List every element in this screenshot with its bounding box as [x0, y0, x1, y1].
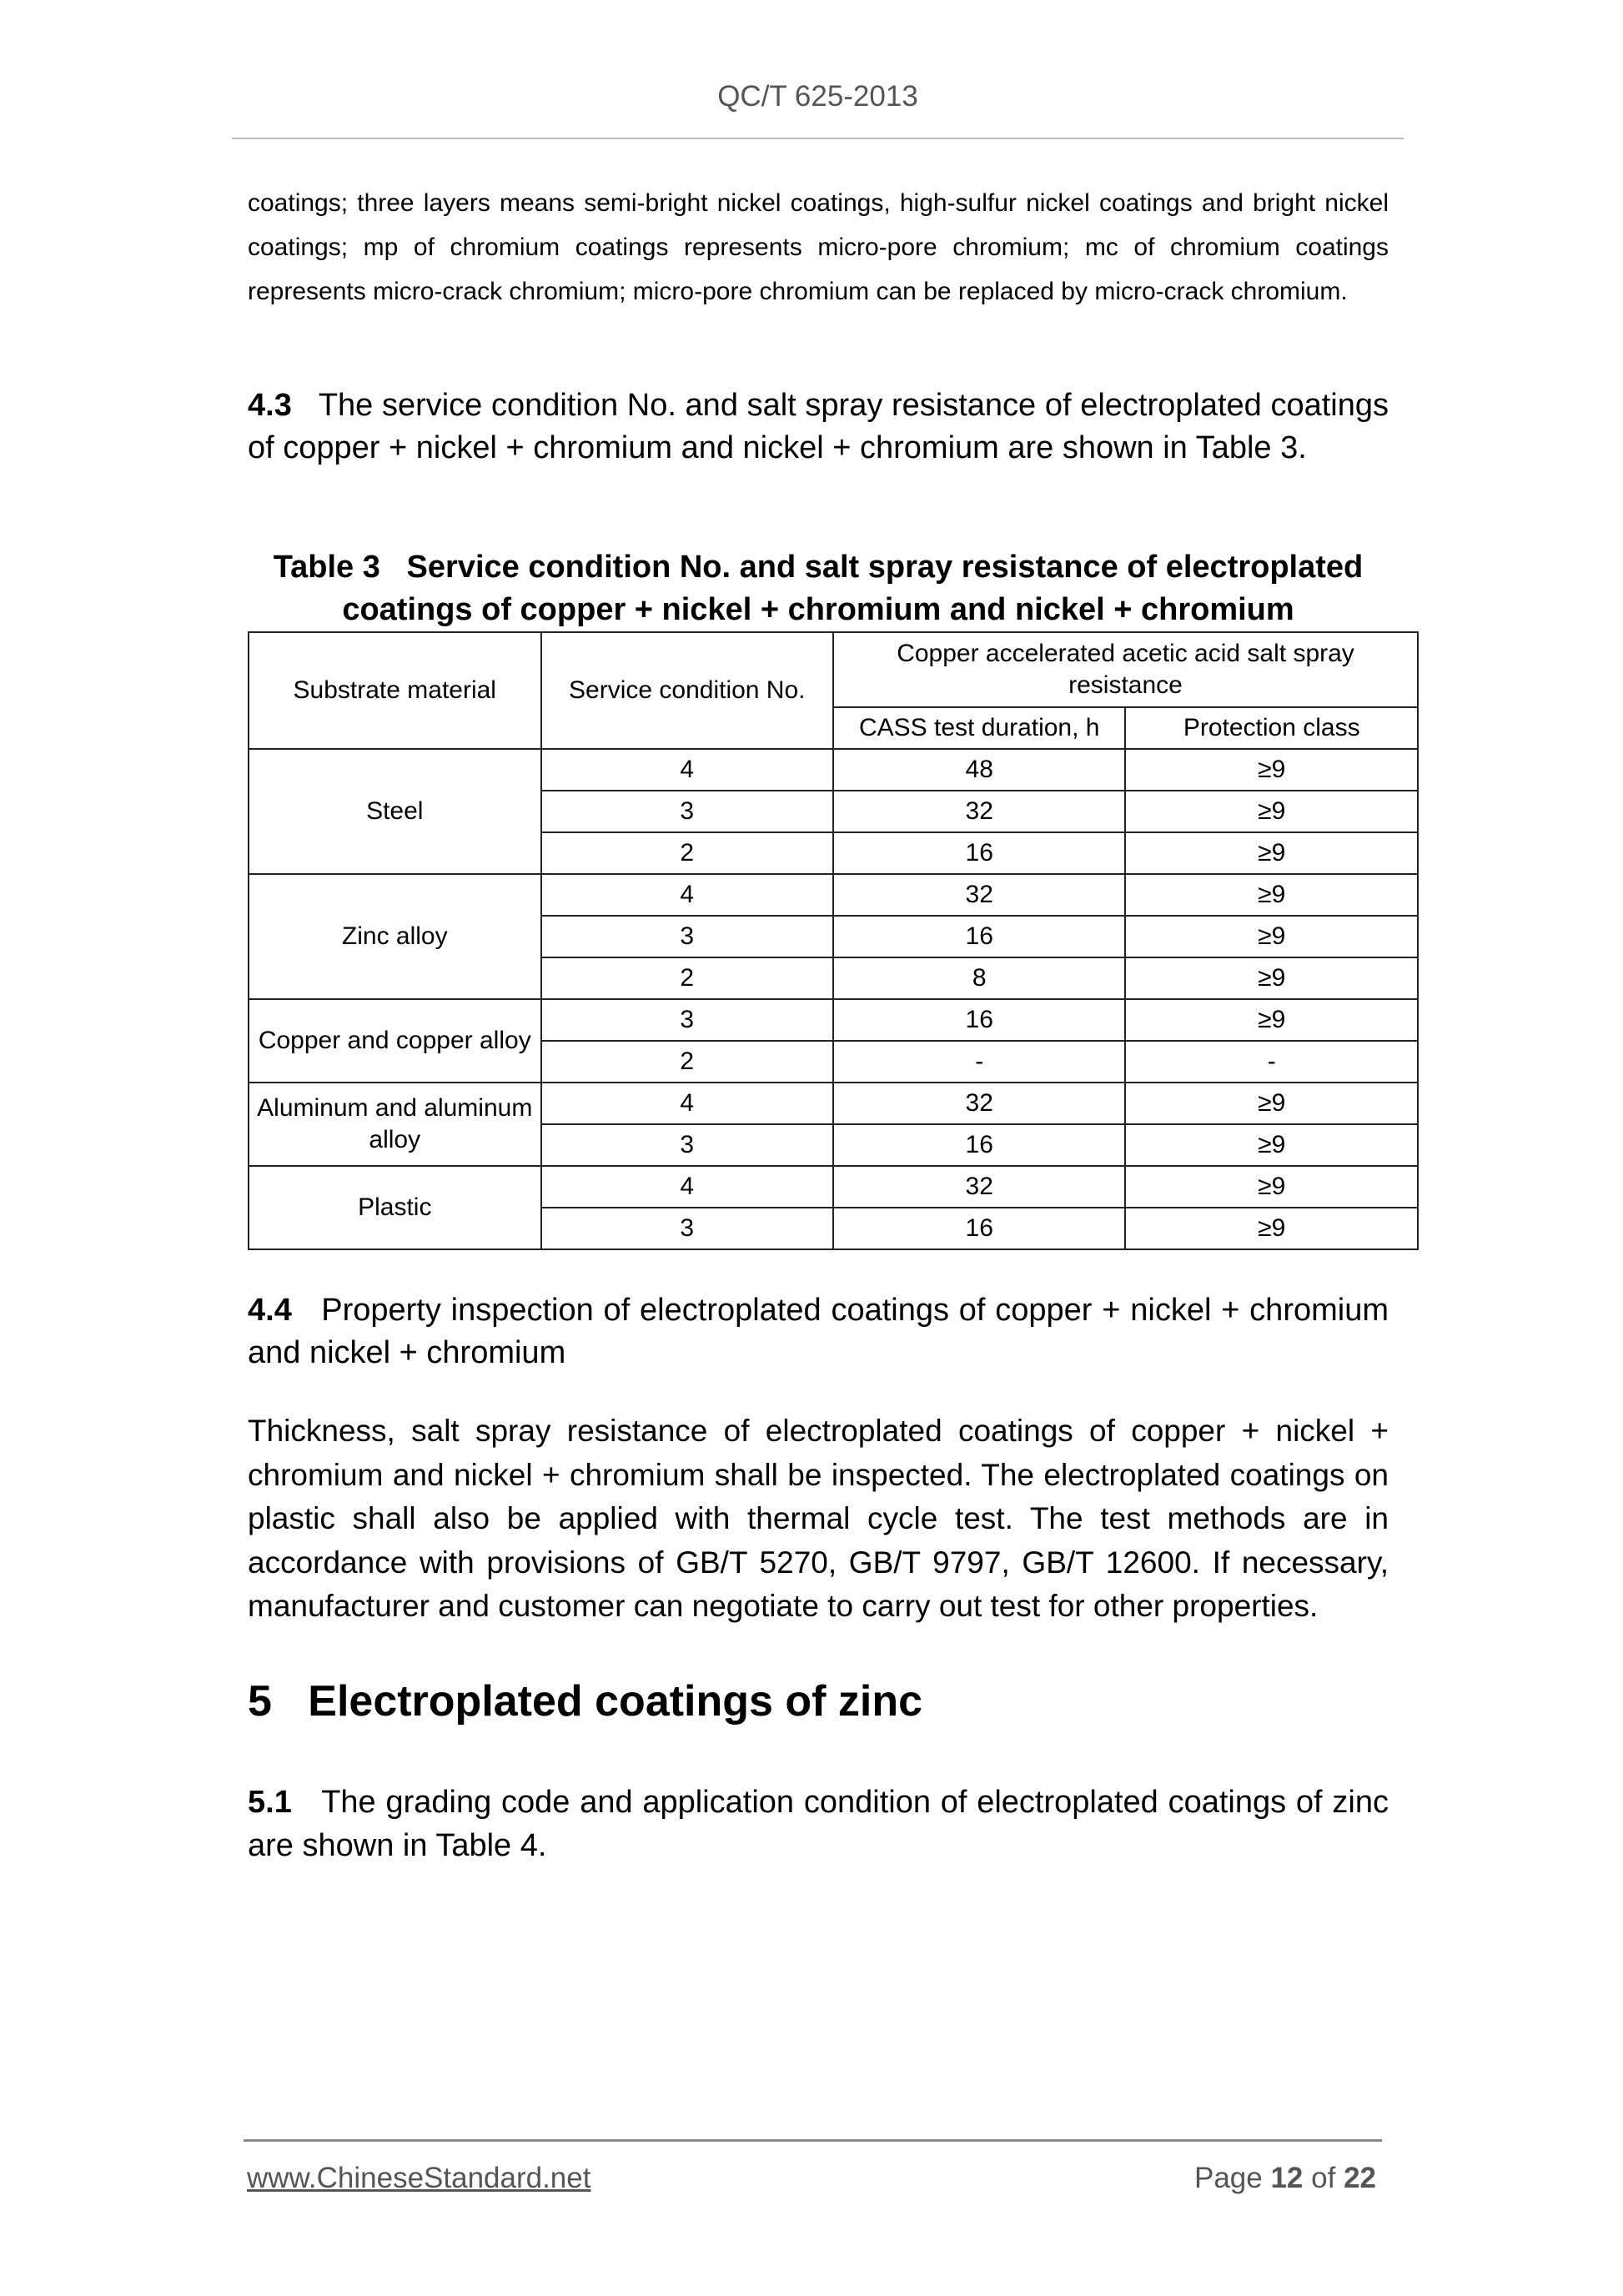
table-caption: Table 3 Service condition No. and salt s…: [248, 546, 1389, 631]
service-condition-cell: 2: [540, 957, 835, 1000]
table-row: Aluminum and aluminum alloy 4 32 ≥9: [248, 1082, 1419, 1167]
heading-text: Electroplated coatings of zinc: [308, 1677, 923, 1726]
intro-paragraph: coatings; three layers means semi-bright…: [248, 189, 1389, 305]
cass-duration-cell: 32: [832, 873, 1127, 917]
service-condition-cell: 3: [540, 998, 835, 1042]
cass-duration-cell: 32: [832, 1082, 1127, 1125]
section-text: The service condition No. and salt spray…: [248, 388, 1389, 465]
section-text: Property inspection of electroplated coa…: [248, 1293, 1389, 1370]
table-subheader-row: CASS test duration, h Protection class: [249, 706, 1419, 750]
table-row: 3 32 ≥9: [249, 790, 1419, 833]
cass-duration-cell: 32: [832, 1165, 1127, 1208]
table-row: Zinc alloy 4 32 ≥9: [248, 873, 1419, 1000]
document-code-header: QC/T 625-2013: [717, 80, 918, 113]
substrate-cell: Steel: [248, 748, 542, 875]
cass-duration-cell: 16: [832, 998, 1127, 1042]
cass-duration-cell: 16: [832, 1123, 1127, 1167]
service-condition-cell: 2: [540, 831, 835, 875]
table-row: Steel 4 48 ≥9: [248, 748, 1419, 875]
header-divider: [232, 138, 1404, 139]
protection-class-cell: ≥9: [1124, 1082, 1419, 1125]
service-condition-cell: 4: [540, 1082, 835, 1125]
section-4-4-body: Thickness, salt spray resistance of elec…: [248, 1414, 1389, 1623]
cass-duration-cell: -: [832, 1040, 1127, 1083]
heading-number: 5: [248, 1677, 272, 1726]
section-number: 4.3: [248, 388, 292, 423]
header-substrate: Substrate material: [248, 631, 542, 750]
service-condition-cell: 4: [540, 748, 835, 791]
footer-divider: [244, 2139, 1382, 2142]
page-of: of: [1311, 2162, 1336, 2194]
table-title: Service condition No. and salt spray res…: [342, 550, 1364, 627]
section-text: The grading code and application conditi…: [248, 1785, 1389, 1863]
service-condition-cell: 4: [540, 873, 835, 917]
header-cass-duration: CASS test duration, h: [832, 706, 1127, 750]
service-condition-cell: 3: [540, 915, 835, 958]
protection-class-cell: ≥9: [1124, 831, 1419, 875]
table-row: Plastic 4 32 ≥9: [248, 1165, 1419, 1250]
protection-class-cell: ≥9: [1124, 998, 1419, 1042]
section-number: 4.4: [248, 1293, 292, 1328]
header-protection-class: Protection class: [1124, 706, 1419, 750]
page-label: Page: [1193, 2162, 1263, 2194]
header-cass-group: Copper accelerated acetic acid salt spra…: [832, 631, 1419, 708]
cass-duration-cell: 32: [832, 790, 1127, 833]
table-row: 2--: [249, 1040, 1419, 1083]
substrate-cell: Aluminum and aluminum alloy: [248, 1082, 542, 1167]
protection-class-cell: ≥9: [1124, 873, 1419, 917]
cass-duration-cell: 8: [832, 957, 1127, 1000]
section-4-4: 4.4 Property inspection of electroplated…: [248, 1289, 1389, 1374]
service-condition-cell: 3: [540, 790, 835, 833]
protection-class-cell: ≥9: [1124, 1165, 1419, 1208]
table-row: 3 16 ≥9: [249, 1207, 1419, 1250]
table-row: 3 16 ≥9: [249, 1123, 1419, 1167]
service-condition-cell: 4: [540, 1165, 835, 1208]
protection-class-cell: ≥9: [1124, 915, 1419, 958]
page-number: 12: [1270, 2162, 1304, 2194]
table-row: 2 8 ≥9: [249, 957, 1419, 1000]
protection-class-cell: ≥9: [1124, 1207, 1419, 1250]
substrate-cell: Plastic: [248, 1165, 542, 1250]
table-header-row: Substrate material Service condition No.…: [248, 631, 1419, 750]
service-condition-cell: 2: [540, 1040, 835, 1083]
table-row: Copper and copper alloy 3 16 ≥9: [248, 998, 1419, 1083]
page-indicator: Page 12 of 22: [1194, 2162, 1376, 2195]
service-condition-cell: 3: [540, 1123, 835, 1167]
header-service-condition: Service condition No.: [540, 631, 835, 750]
cass-duration-cell: 16: [832, 1207, 1127, 1250]
service-condition-cell: 3: [540, 1207, 835, 1250]
protection-class-cell: -: [1124, 1040, 1419, 1083]
website-link[interactable]: www.ChineseStandard.net: [247, 2162, 591, 2194]
protection-class-cell: ≥9: [1124, 748, 1419, 791]
substrate-cell: Zinc alloy: [248, 873, 542, 1000]
page-total: 22: [1344, 2162, 1376, 2194]
cass-duration-cell: 16: [832, 915, 1127, 958]
salt-spray-table: Substrate material Service condition No.…: [248, 631, 1419, 1250]
section-5-1: 5.1 The grading code and application con…: [248, 1781, 1389, 1867]
table-row: 3 16 ≥9: [249, 915, 1419, 958]
section-5-heading: 5 Electroplated coatings of zinc: [248, 1676, 922, 1726]
section-4-3: 4.3 The service condition No. and salt s…: [248, 384, 1389, 470]
table-row: 2 16 ≥9: [249, 831, 1419, 875]
substrate-cell: Copper and copper alloy: [248, 998, 542, 1083]
cass-duration-cell: 48: [832, 748, 1127, 791]
protection-class-cell: ≥9: [1124, 790, 1419, 833]
section-number: 5.1: [248, 1785, 292, 1820]
protection-class-cell: ≥9: [1124, 1123, 1419, 1167]
cass-duration-cell: 16: [832, 831, 1127, 875]
protection-class-cell: ≥9: [1124, 957, 1419, 1000]
table-number: Table 3: [273, 550, 380, 585]
